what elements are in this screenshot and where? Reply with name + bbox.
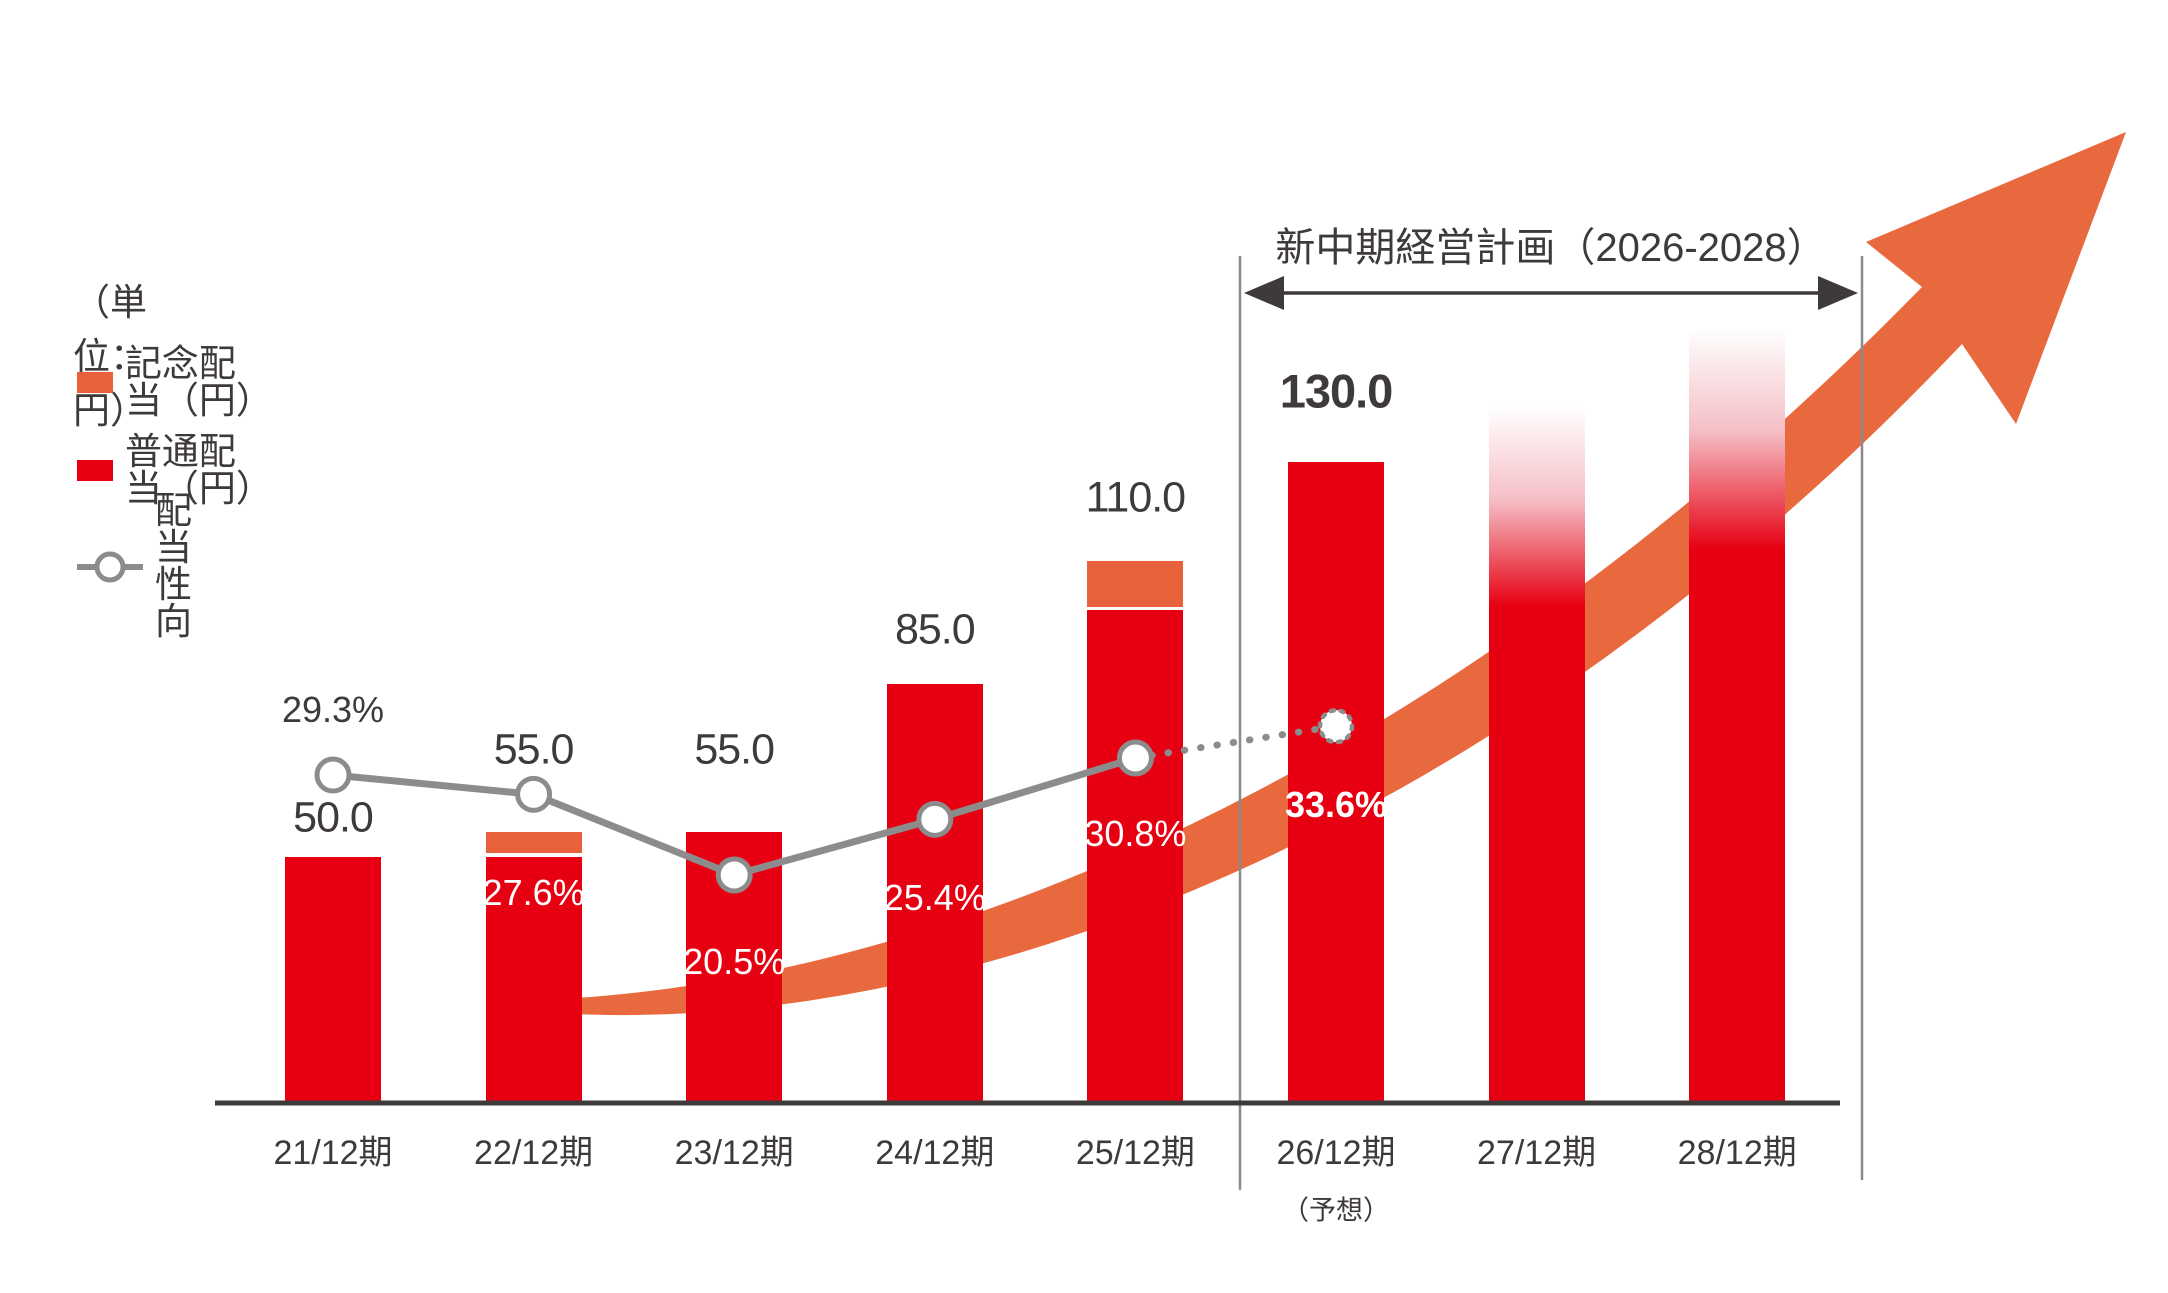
legend-label: 普通配当（円） — [124, 431, 273, 509]
plan-span-arrow — [1244, 276, 1858, 310]
commemorative-swatch-icon — [77, 371, 113, 393]
bar-value-label: 50.0 — [293, 793, 374, 842]
future-dividend-bar — [1488, 393, 1585, 1103]
payout-ratio-line — [314, 707, 1355, 894]
x-axis-label: 22/12期 — [474, 1134, 594, 1172]
payout-ratio-label: 29.3% — [281, 689, 385, 730]
future-dividend-bar — [1689, 312, 1786, 1103]
payout-marker — [314, 756, 352, 794]
payout-ratio-label: 33.6% — [1284, 784, 1388, 825]
unit-note: （単位：円） — [73, 282, 147, 431]
payout-line-marker-icon — [77, 551, 143, 582]
growth-arrow — [575, 132, 2126, 1016]
commemorative-dividend-bar — [485, 831, 582, 854]
forecast-note: （予想） — [1282, 1195, 1390, 1226]
payout-marker-forecast — [1317, 707, 1355, 745]
bar-value-label: 55.0 — [493, 725, 575, 774]
bar-value-label: 55.0 — [694, 725, 775, 774]
ordinary-dividend-bar — [1087, 610, 1184, 1103]
payout-marker — [715, 856, 753, 894]
legend-item-ordinary: 普通配当（円） — [77, 433, 273, 507]
x-axis-label: 25/12期 — [1075, 1134, 1195, 1172]
commemorative-dividend-bar — [1087, 560, 1184, 607]
legend-label: 配当性向 — [155, 490, 192, 642]
ordinary-dividend-bar — [485, 856, 582, 1103]
payout-marker — [1116, 739, 1154, 777]
payout-ratio-label: 27.6% — [482, 872, 585, 913]
payout-ratio-label: 25.4% — [883, 877, 986, 918]
legend-item-payout: 配当性向 — [77, 492, 192, 640]
x-axis-label: 27/12期 — [1477, 1134, 1597, 1172]
legend-item-commemorative: 記念配当（円） — [77, 345, 273, 419]
bar-value-label: 130.0 — [1279, 364, 1394, 418]
payout-line-forecast-dotted — [1131, 722, 1340, 762]
payout-ratio-label: 30.8% — [1084, 813, 1187, 854]
x-axis-label: 28/12期 — [1677, 1134, 1797, 1172]
plan-period-title: 新中期経営計画（2026-2028） — [1275, 226, 1827, 270]
x-axis-label: 26/12期 — [1276, 1134, 1396, 1172]
bar-value-label: 110.0 — [1085, 473, 1186, 522]
ordinary-dividend-bar — [886, 683, 983, 1103]
payout-marker — [916, 800, 954, 838]
legend-label: 記念配当（円） — [124, 343, 273, 421]
x-axis-label: 23/12期 — [674, 1134, 794, 1172]
payout-marker — [515, 775, 553, 813]
x-axis-label: 24/12期 — [875, 1134, 995, 1172]
x-axis-label: 21/12期 — [273, 1134, 393, 1172]
bar-value-label: 85.0 — [894, 605, 976, 654]
ordinary-dividend-bar — [285, 856, 381, 1103]
payout-ratio-label: 20.5% — [683, 941, 786, 982]
ordinary-swatch-icon — [77, 459, 113, 481]
ordinary-dividend-bar — [1288, 462, 1384, 1103]
